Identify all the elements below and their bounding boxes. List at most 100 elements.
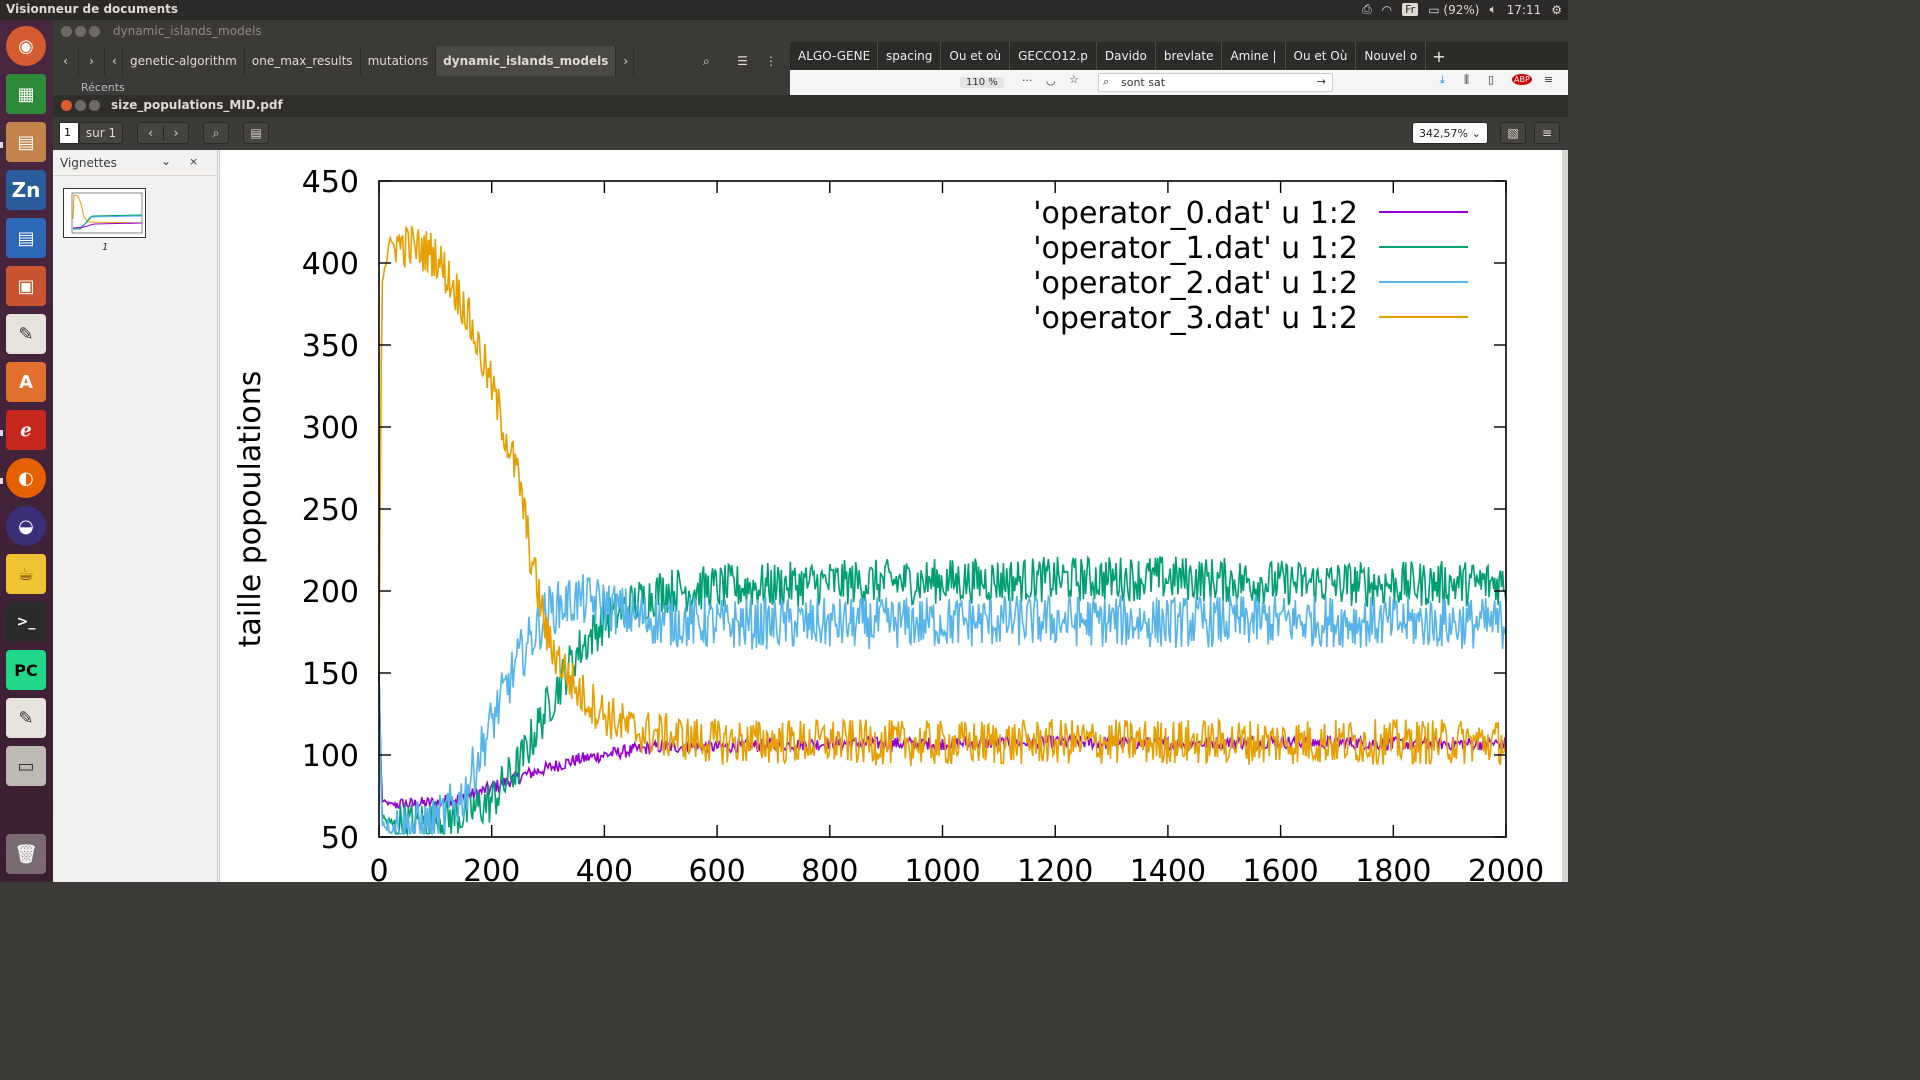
keyboard-layout-indicator[interactable]: Fr [1402, 3, 1419, 16]
annotations-icon[interactable]: ▤ [243, 122, 269, 144]
list-view-icon[interactable]: ☰ [737, 54, 748, 68]
system-tray: ⎙ ◠ Fr ▭ (92%) 🔈︎ 17:11 ⚙ [1362, 2, 1562, 17]
legend-label-2: 'operator_2.dat' u 1:2 [1033, 266, 1358, 301]
window-title: dynamic_islands_models [113, 24, 262, 38]
search-input-text[interactable]: sont sat [1121, 76, 1166, 89]
hamburger-menu-icon[interactable]: ≡ [1534, 122, 1560, 144]
document-view[interactable]: 50 100 150 200 250 300 350 400 450 0 200 400 600 800 1… [219, 150, 1568, 889]
zoom-indicator[interactable]: 110 % [960, 77, 1004, 88]
battery-indicator[interactable]: ▭ (92%) [1428, 3, 1479, 17]
search-go-arrow-icon[interactable]: → [1316, 75, 1326, 88]
breadcrumb-mutations[interactable]: mutations [361, 46, 437, 76]
eclipse-icon[interactable]: ◒ [6, 506, 46, 546]
forward-arrow-icon[interactable]: › [79, 46, 105, 76]
downloads-icon[interactable]: ⤓ [1440, 73, 1445, 86]
spreadsheet-app-icon[interactable]: ▦ [6, 74, 46, 114]
maximize-window-icon[interactable] [89, 100, 100, 111]
volume-icon[interactable]: 🔈︎ [1489, 2, 1497, 16]
browser-tab[interactable]: spacing [878, 42, 942, 70]
maximize-window-icon[interactable] [89, 26, 100, 37]
series-line-2 [378, 574, 1507, 836]
pycharm-icon[interactable]: PC [6, 650, 46, 690]
teapot-app-icon[interactable]: ☕ [6, 554, 46, 594]
previous-page-icon[interactable]: ‹ [148, 126, 153, 140]
path-scroll-right-icon[interactable]: › [616, 46, 635, 76]
search-box[interactable]: ⌕ sont sat → [1098, 73, 1333, 92]
search-icon[interactable]: ⌕ [703, 53, 710, 68]
trash-icon[interactable]: 🗑︎ [6, 834, 46, 874]
grid-view-icon[interactable]: ⋮ [765, 54, 777, 68]
page-nav-group: ‹ › [137, 122, 189, 144]
page-thumbnail[interactable] [63, 188, 146, 238]
x-tick-label: 2000 [1468, 854, 1544, 882]
browser-title-bar [790, 20, 1568, 42]
breadcrumb-one-max-results[interactable]: one_max_results [245, 46, 361, 76]
y-axis-label: taille popoulations [233, 371, 268, 648]
x-tick-label: 200 [463, 854, 520, 882]
pdf-page: 50 100 150 200 250 300 350 400 450 0 200 400 600 800 1… [219, 150, 1562, 889]
software-center-icon[interactable]: A [6, 362, 46, 402]
next-page-icon[interactable]: › [162, 126, 188, 140]
file-manager-icon[interactable]: ▤ [6, 122, 46, 162]
minimize-window-icon[interactable] [75, 26, 86, 37]
library-icon[interactable]: ⫼ [1464, 73, 1470, 86]
breadcrumb-genetic-algorithm[interactable]: genetic-algorithm [123, 46, 245, 76]
search-icon: ⌕ [1103, 75, 1110, 88]
wifi-icon[interactable]: ◠ [1381, 2, 1393, 17]
close-sidebar-icon[interactable]: × [189, 155, 199, 168]
x-tick-label: 0 [369, 854, 388, 882]
sidebar-recent-label[interactable]: Récents [81, 81, 125, 94]
close-window-icon[interactable] [61, 26, 72, 37]
gedit-icon[interactable]: ✎ [6, 698, 46, 738]
writer-app-icon[interactable]: ▤ [6, 218, 46, 258]
zinc-app-icon[interactable]: Zn [6, 170, 46, 210]
new-tab-plus-icon[interactable]: + [1432, 46, 1446, 66]
back-arrow-icon[interactable]: ‹ [53, 46, 79, 76]
page-actions-icon[interactable]: ··· [1022, 74, 1033, 87]
browser-tab[interactable]: Ou et Où [1286, 42, 1357, 70]
path-bar: ‹ › ‹ genetic-algorithm one_max_results … [53, 46, 790, 76]
drive-icon[interactable]: ▭ [6, 746, 46, 786]
terminal-icon[interactable]: >_ [6, 602, 46, 642]
y-tick-label: 350 [302, 329, 359, 364]
close-window-icon[interactable] [61, 100, 72, 111]
chevron-down-icon[interactable]: ⌄ [161, 154, 172, 168]
ubuntu-dash-icon[interactable]: ◉ [6, 26, 46, 66]
browser-tab[interactable]: Nouvel o [1356, 42, 1427, 70]
settings-gear-icon[interactable]: ⚙ [1551, 2, 1562, 17]
sidebar-toggle-icon[interactable]: ▯ [1488, 73, 1495, 86]
breadcrumb-dynamic-islands-models[interactable]: dynamic_islands_models [436, 46, 617, 76]
legend-label-0: 'operator_0.dat' u 1:2 [1033, 196, 1358, 231]
y-tick-label: 250 [302, 493, 359, 528]
pdf-reader-icon[interactable]: ℯ [6, 410, 46, 450]
path-scroll-left-icon[interactable]: ‹ [105, 46, 123, 76]
text-editor-icon[interactable]: ✎ [6, 314, 46, 354]
browser-tab[interactable]: GECCO12.p [1010, 42, 1097, 70]
clock[interactable]: 17:11 [1506, 2, 1542, 17]
browser-window: ALGO-GENE spacing Ou et où GECCO12.p Dav… [790, 20, 1568, 95]
adblock-icon[interactable]: ABP [1512, 74, 1532, 85]
minimize-window-icon[interactable] [75, 100, 86, 111]
sidebar-mode-label[interactable]: Vignettes [60, 156, 117, 170]
printer-icon[interactable]: ⎙ [1362, 2, 1372, 16]
firefox-icon[interactable]: ◐ [6, 458, 46, 498]
running-indicator [0, 142, 3, 148]
browser-tab[interactable]: brevlate [1156, 42, 1223, 70]
series-line-0 [378, 672, 1507, 810]
browser-tab[interactable]: Amine | [1222, 42, 1286, 70]
browser-tab[interactable]: Davido [1097, 42, 1156, 70]
browser-tab[interactable]: Ou et où [941, 42, 1011, 70]
document-title-bar: size_populations_MID.pdf [53, 95, 1568, 117]
x-tick-label: 1000 [904, 854, 980, 882]
impress-app-icon[interactable]: ▣ [6, 266, 46, 306]
zoom-select[interactable]: 342,57% ⌄ [1412, 122, 1488, 144]
browser-tab[interactable]: ALGO-GENE [790, 42, 878, 70]
find-search-icon[interactable]: ⌕ [203, 122, 229, 144]
page-number-input[interactable]: 1 [59, 122, 79, 144]
legend-label-1: 'operator_1.dat' u 1:2 [1033, 231, 1358, 266]
vertical-scrollbar[interactable] [1562, 150, 1568, 882]
browser-menu-icon[interactable]: ≡ [1544, 73, 1554, 86]
pocket-icon[interactable]: ◡ [1046, 74, 1056, 87]
bookmark-star-icon[interactable]: ☆ [1069, 73, 1079, 86]
document-properties-icon[interactable]: ▧ [1500, 122, 1526, 144]
